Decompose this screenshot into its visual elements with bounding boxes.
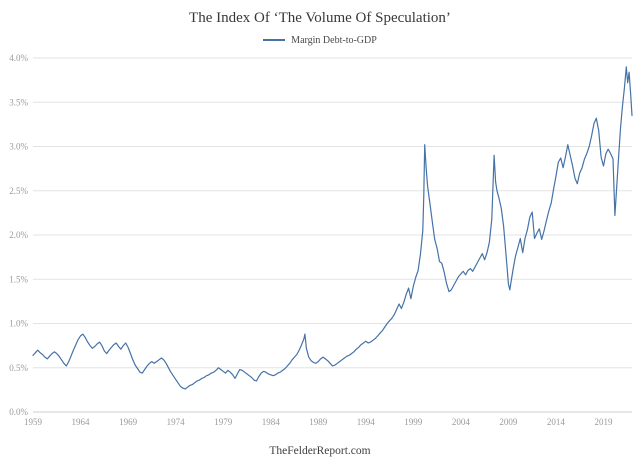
svg-text:2004: 2004 (452, 417, 471, 427)
svg-text:1979: 1979 (214, 417, 233, 427)
svg-text:1969: 1969 (119, 417, 138, 427)
legend: Margin Debt-to-GDP (0, 34, 640, 46)
svg-text:1974: 1974 (167, 417, 186, 427)
svg-text:2.0%: 2.0% (9, 230, 28, 240)
svg-text:4.0%: 4.0% (9, 53, 28, 63)
chart-svg: 0.0% 0.5% 1.0% 1.5% 2.0% 2.5% 3.0% 3.5% 4.0% 1959… (9, 53, 633, 427)
svg-text:1.0%: 1.0% (9, 319, 28, 329)
svg-text:2014: 2014 (547, 417, 566, 427)
svg-text:3.0%: 3.0% (9, 142, 28, 152)
svg-text:1994: 1994 (357, 417, 376, 427)
svg-text:0.5%: 0.5% (9, 363, 28, 373)
svg-text:1989: 1989 (309, 417, 328, 427)
legend-line-swatch (263, 39, 286, 41)
source-text: TheFelderReport.com (269, 445, 371, 457)
svg-text:1959: 1959 (24, 417, 43, 427)
svg-text:1.5%: 1.5% (9, 274, 28, 284)
svg-text:2.5%: 2.5% (9, 186, 28, 196)
svg-text:2009: 2009 (499, 417, 518, 427)
svg-text:2019: 2019 (595, 417, 614, 427)
svg-text:1999: 1999 (404, 417, 423, 427)
svg-text:0.0%: 0.0% (9, 407, 28, 417)
svg-text:3.5%: 3.5% (9, 97, 28, 107)
legend-label: Margin Debt-to-GDP (291, 34, 377, 46)
svg-text:1964: 1964 (72, 417, 91, 427)
svg-text:1984: 1984 (262, 417, 281, 427)
chart-title: The Index Of ‘The Volume Of Speculation’ (189, 10, 451, 26)
